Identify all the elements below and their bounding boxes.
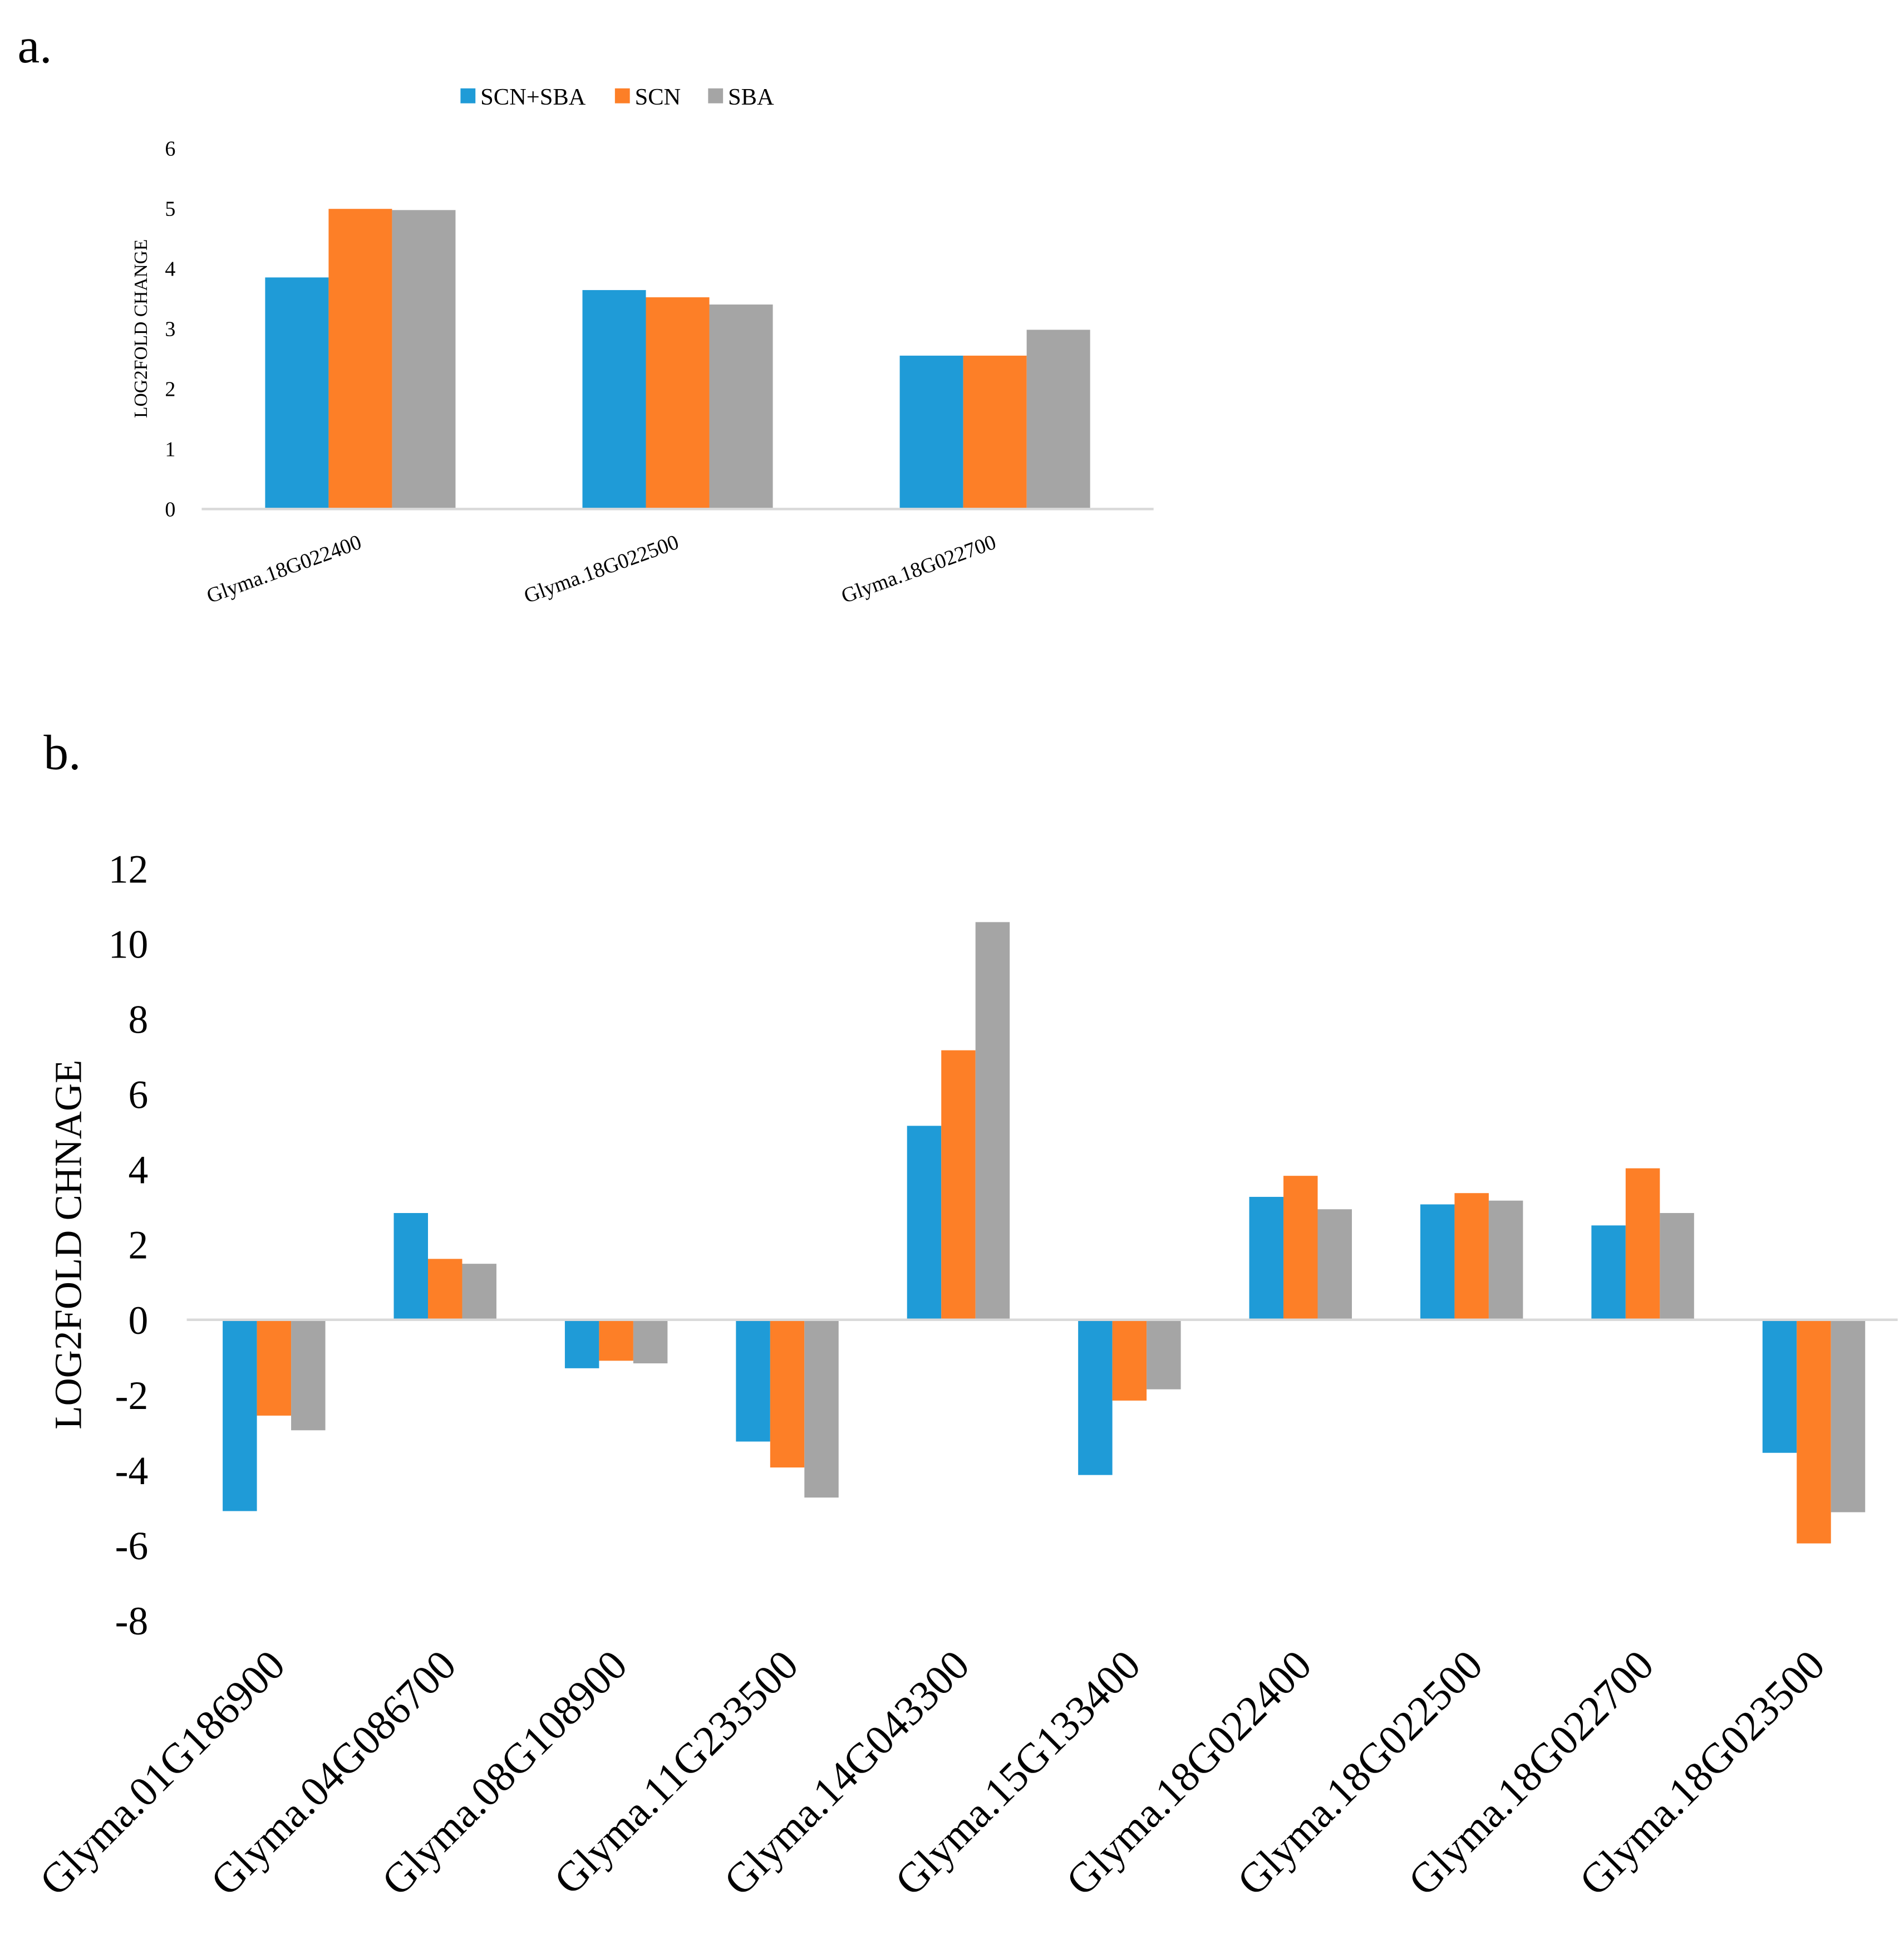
chart-a: 0 1 2 3 4 5 6 LOG2FOLD CHANGE Glyma.18G022400 Gly…: [131, 84, 1154, 608]
bar-scn-Glyma.08G108900: [599, 1319, 633, 1361]
bar-sba-Glyma.18G022400: [1317, 1209, 1352, 1320]
bar-sba-Glyma.18G022500: [709, 305, 773, 509]
bar-scn-sba-Glyma.18G023500: [1762, 1319, 1797, 1453]
bar-sba-Glyma.11G233500: [804, 1319, 839, 1498]
bar-scn-sba-Glyma.18G022500: [1420, 1204, 1455, 1320]
bar-scn-sba-Glyma.18G022700: [1591, 1225, 1626, 1320]
y-tick-label: 10: [109, 923, 149, 967]
y-tick-label: 2: [128, 1224, 148, 1268]
bar-scn-Glyma.18G022500: [646, 297, 710, 509]
bar-sba-Glyma.18G022400: [392, 210, 456, 509]
y-tick-label: -6: [115, 1524, 149, 1568]
bar-scn-Glyma.15G133400: [1112, 1319, 1147, 1401]
panel-b-label: b.: [43, 725, 81, 780]
bar-sba-Glyma.18G022700: [1026, 330, 1090, 509]
bar-scn-Glyma.14G043300: [941, 1050, 976, 1320]
bar-scn-sba-Glyma.04G086700: [393, 1212, 428, 1320]
x-tick-label: Glyma.18G022700: [838, 531, 999, 608]
bar-scn-Glyma.01G186900: [257, 1319, 292, 1416]
y-tick-label: 8: [128, 998, 148, 1042]
bar-sba-Glyma.18G022700: [1660, 1212, 1694, 1320]
bar-scn-Glyma.18G023500: [1797, 1319, 1831, 1544]
x-tick-label: Glyma.18G022400: [204, 531, 365, 608]
legend-swatch-sba: [708, 88, 724, 104]
y-tick-label: 3: [165, 318, 175, 341]
y-tick-label: 6: [128, 1073, 148, 1117]
bar-scn-sba-Glyma.18G022500: [582, 290, 646, 509]
bar-sba-Glyma.18G022500: [1488, 1200, 1523, 1320]
bar-sba-Glyma.14G043300: [975, 922, 1010, 1320]
panel-a-label: a.: [17, 18, 52, 73]
y-axis-label: LOG2FOLD CHANGE: [131, 239, 151, 418]
x-tick-label: Glyma.18G022500: [521, 531, 682, 608]
bar-scn-Glyma.18G022700: [963, 355, 1027, 509]
bar-scn-sba-Glyma.11G233500: [736, 1319, 770, 1442]
bar-scn-Glyma.18G022500: [1454, 1193, 1489, 1320]
bar-scn-Glyma.18G022700: [1625, 1168, 1660, 1320]
bar-scn-sba-Glyma.15G133400: [1078, 1319, 1113, 1475]
bar-scn-sba-Glyma.08G108900: [564, 1319, 599, 1368]
legend-swatch-scn: [614, 88, 630, 104]
bar-sba-Glyma.15G133400: [1147, 1319, 1181, 1390]
y-tick-label: -2: [115, 1374, 149, 1418]
y-tick-label: 5: [165, 197, 175, 220]
y-tick-label: 0: [165, 498, 175, 522]
bar-scn-sba-Glyma.14G043300: [907, 1126, 942, 1320]
y-tick-label: 4: [165, 257, 175, 281]
legend-label: SCN+SBA: [480, 84, 586, 110]
legend-swatch-scn-sba: [460, 88, 476, 104]
y-tick-label: -8: [115, 1599, 149, 1643]
bar-sba-Glyma.04G086700: [462, 1264, 496, 1320]
bar-scn-Glyma.04G086700: [427, 1259, 463, 1320]
y-tick-label: -4: [115, 1449, 149, 1493]
bar-scn-Glyma.18G022400: [1283, 1176, 1318, 1320]
bar-scn-Glyma.18G022400: [328, 209, 392, 509]
y-tick-label: 2: [165, 378, 175, 401]
y-tick-label: 1: [165, 438, 175, 461]
bar-scn-sba-Glyma.18G022400: [1249, 1196, 1284, 1320]
legend-label: SCN: [635, 84, 681, 110]
y-tick-label: 0: [128, 1299, 148, 1343]
bar-sba-Glyma.01G186900: [291, 1319, 326, 1431]
y-tick-label: 6: [165, 137, 175, 160]
legend-label: SBA: [728, 84, 774, 110]
bar-scn-sba-Glyma.18G022700: [899, 355, 963, 509]
bar-scn-sba-Glyma.01G186900: [223, 1319, 257, 1511]
y-tick-label: 4: [128, 1148, 148, 1192]
y-tick-label: 12: [109, 848, 149, 892]
bar-scn-Glyma.11G233500: [770, 1319, 805, 1468]
bar-scn-sba-Glyma.18G022400: [265, 277, 329, 509]
y-axis-label: LOG2FOLD CHNAGE: [47, 1060, 90, 1430]
bar-sba-Glyma.18G023500: [1831, 1319, 1866, 1513]
bar-sba-Glyma.08G108900: [633, 1319, 668, 1364]
